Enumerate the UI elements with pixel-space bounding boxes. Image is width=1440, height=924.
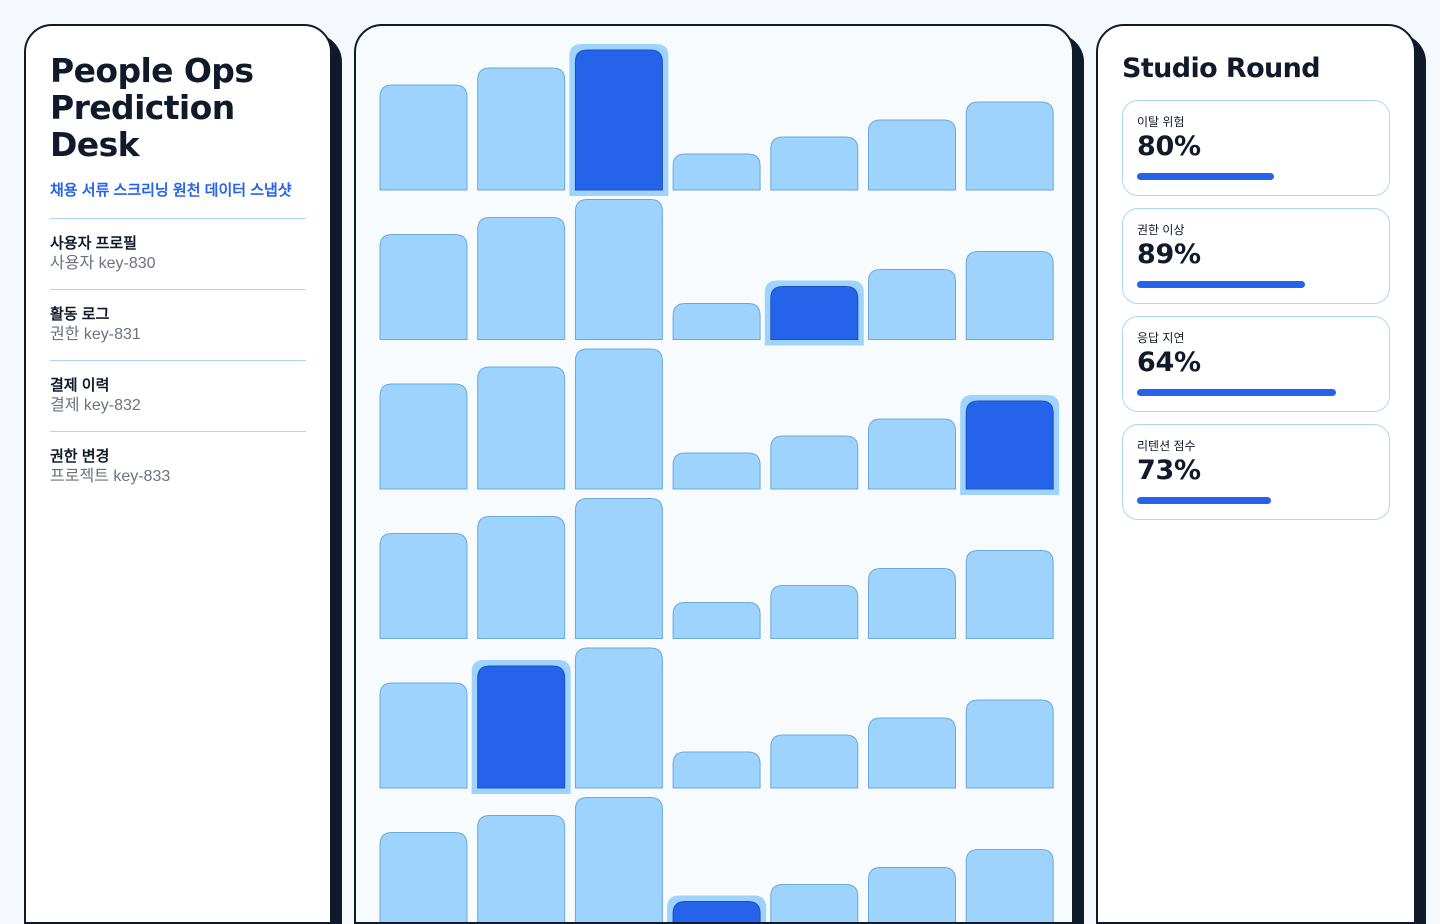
- stat-value: 64%: [1137, 345, 1375, 381]
- sidebar-item-key: 프로젝트 key-833: [50, 467, 306, 487]
- grid-bar[interactable]: [380, 534, 467, 639]
- bar-grid-panel: [354, 24, 1074, 924]
- grid-bar[interactable]: [966, 102, 1053, 190]
- grid-bar[interactable]: [771, 436, 858, 489]
- grid-bar[interactable]: [380, 85, 467, 190]
- grid-bar[interactable]: [673, 603, 760, 639]
- grid-bar[interactable]: [380, 384, 467, 489]
- bar-grid: [356, 26, 1074, 924]
- sidebar-item-title: 사용자 프로필: [50, 234, 306, 254]
- grid-bar[interactable]: [478, 367, 565, 489]
- stat-value: 89%: [1137, 237, 1375, 273]
- stat-progress-track: [1137, 389, 1377, 396]
- grid-bar[interactable]: [673, 453, 760, 489]
- sidebar-item-key: 권한 key-831: [50, 325, 306, 345]
- grid-bar[interactable]: [966, 700, 1053, 788]
- grid-bar[interactable]: [575, 349, 662, 489]
- stat-label: 리텐션 점수: [1137, 439, 1375, 453]
- selected-bar[interactable]: [575, 50, 662, 190]
- stat-progress-track: [1137, 497, 1377, 504]
- sidebar-item-title: 결제 이력: [50, 376, 306, 396]
- grid-bar[interactable]: [869, 868, 956, 924]
- grid-bar[interactable]: [575, 648, 662, 788]
- grid-bar[interactable]: [478, 68, 565, 190]
- grid-bar[interactable]: [478, 517, 565, 639]
- stat-progress-bar: [1137, 497, 1271, 504]
- grid-bar[interactable]: [869, 569, 956, 639]
- grid-bar[interactable]: [673, 752, 760, 788]
- sidebar-item-key: 결제 key-832: [50, 396, 306, 416]
- grid-bar[interactable]: [478, 816, 565, 924]
- grid-bar[interactable]: [869, 270, 956, 340]
- grid-bar[interactable]: [673, 154, 760, 190]
- stat-value: 80%: [1137, 129, 1375, 165]
- selected-bar[interactable]: [771, 287, 858, 340]
- grid-bar[interactable]: [771, 885, 858, 924]
- stat-progress-track: [1137, 173, 1377, 180]
- grid-bar[interactable]: [966, 551, 1053, 639]
- sidebar-item-title: 권한 변경: [50, 447, 306, 467]
- grid-bar[interactable]: [380, 833, 467, 924]
- grid-bar[interactable]: [966, 850, 1053, 924]
- sidebar-item-title: 활동 로그: [50, 305, 306, 325]
- sidebar-item-permission-change[interactable]: 권한 변경 프로젝트 key-833: [50, 432, 306, 502]
- stat-progress-track: [1137, 281, 1377, 288]
- grid-bar[interactable]: [869, 120, 956, 190]
- app-title: People Ops Prediction Desk: [50, 52, 306, 163]
- sidebar-item-payment-history[interactable]: 결제 이력 결제 key-832: [50, 361, 306, 432]
- grid-bar[interactable]: [869, 718, 956, 788]
- stat-value: 73%: [1137, 453, 1375, 489]
- stats-title: Studio Round: [1122, 52, 1390, 86]
- stats-panel: Studio Round 이탈 위험 80% 권한 이상 89% 응답 지연 6…: [1096, 24, 1416, 924]
- stat-card-churn-risk[interactable]: 이탈 위험 80%: [1122, 100, 1390, 196]
- stat-label: 이탈 위험: [1137, 115, 1375, 129]
- stat-card-retention-score[interactable]: 리텐션 점수 73%: [1122, 424, 1390, 520]
- grid-bar[interactable]: [380, 235, 467, 340]
- grid-bar[interactable]: [966, 252, 1053, 340]
- grid-bar[interactable]: [771, 735, 858, 788]
- grid-bar[interactable]: [771, 137, 858, 190]
- grid-bar[interactable]: [771, 586, 858, 639]
- grid-bar[interactable]: [575, 200, 662, 340]
- stat-progress-bar: [1137, 389, 1336, 396]
- grid-bar[interactable]: [673, 304, 760, 340]
- app-subtitle: 채용 서류 스크리닝 원천 데이터 스냅샷: [50, 179, 306, 219]
- grid-bar[interactable]: [575, 499, 662, 639]
- stat-card-response-latency[interactable]: 응답 지연 64%: [1122, 316, 1390, 412]
- sidebar-panel: People Ops Prediction Desk 채용 서류 스크리닝 원천…: [24, 24, 332, 924]
- grid-bar[interactable]: [380, 683, 467, 788]
- grid-bar[interactable]: [869, 419, 956, 489]
- stat-progress-bar: [1137, 173, 1274, 180]
- stat-label: 응답 지연: [1137, 331, 1375, 345]
- stat-progress-bar: [1137, 281, 1305, 288]
- sidebar-item-key: 사용자 key-830: [50, 254, 306, 274]
- grid-bar[interactable]: [575, 798, 662, 924]
- selected-bar[interactable]: [478, 666, 565, 788]
- sidebar-list: 사용자 프로필 사용자 key-830 활동 로그 권한 key-831 결제 …: [50, 219, 306, 502]
- selected-bar[interactable]: [673, 902, 760, 924]
- sidebar-item-activity-log[interactable]: 활동 로그 권한 key-831: [50, 290, 306, 361]
- grid-bar[interactable]: [478, 218, 565, 340]
- stat-label: 권한 이상: [1137, 223, 1375, 237]
- selected-bar[interactable]: [966, 401, 1053, 489]
- stat-card-permission-anomaly[interactable]: 권한 이상 89%: [1122, 208, 1390, 304]
- sidebar-item-user-profile[interactable]: 사용자 프로필 사용자 key-830: [50, 219, 306, 290]
